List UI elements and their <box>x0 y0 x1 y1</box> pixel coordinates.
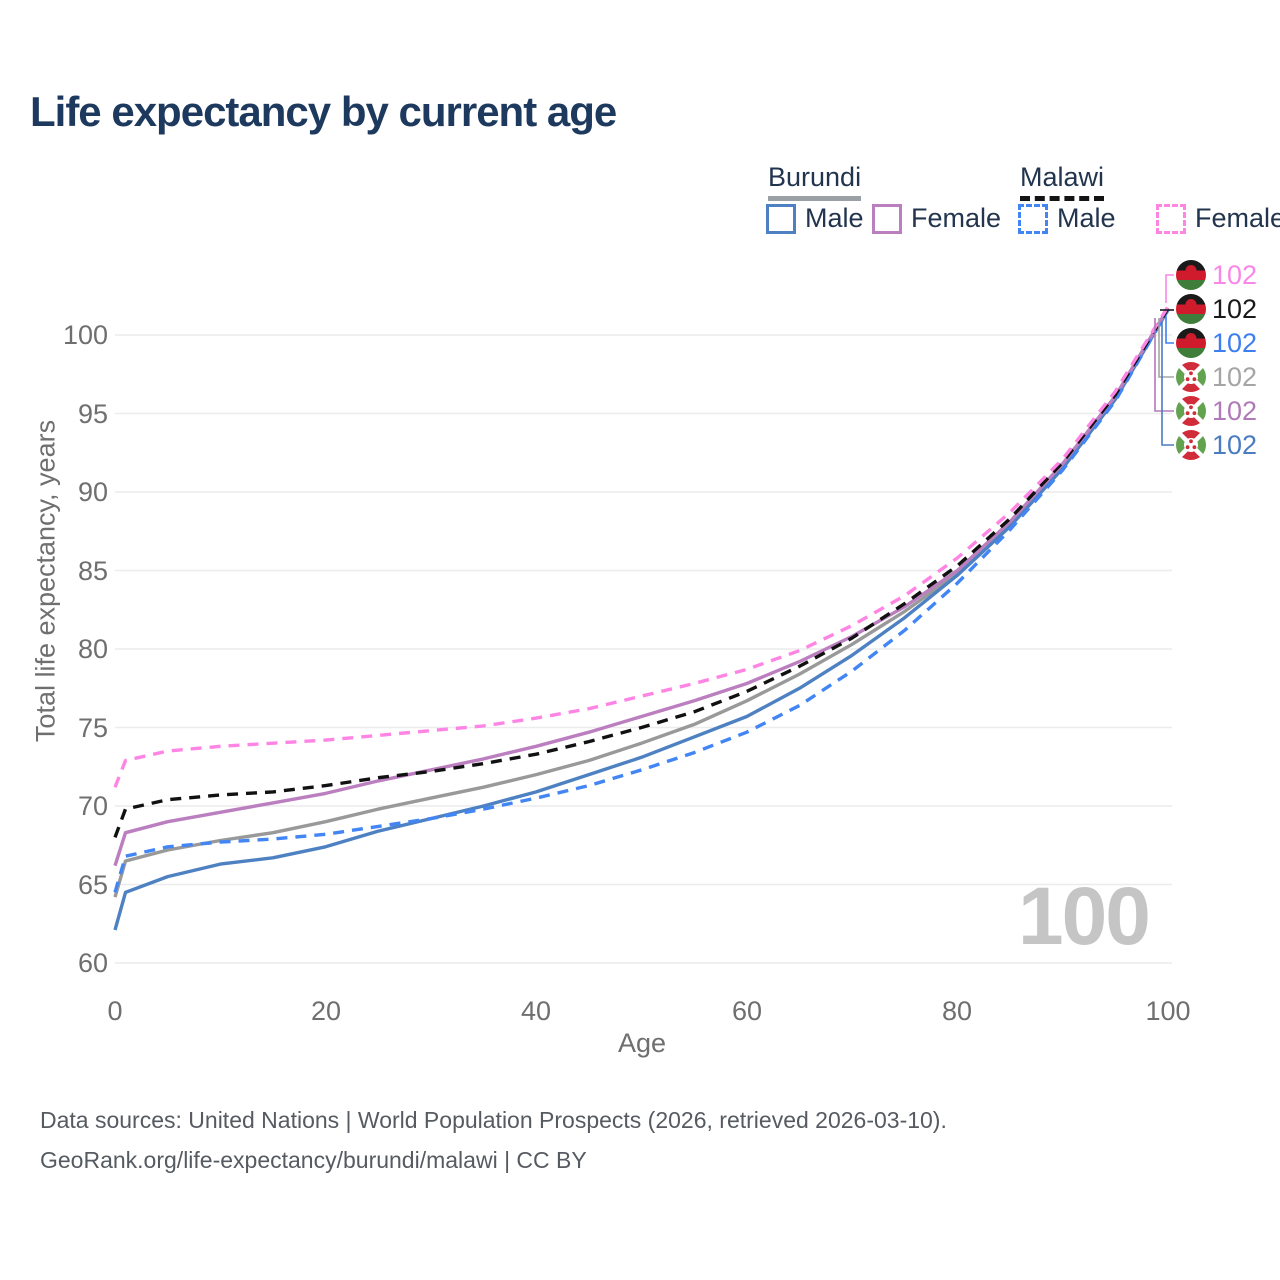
x-tick-label: 20 <box>310 996 342 1026</box>
legend-item-burundi-male[interactable]: Male <box>766 203 864 234</box>
footer: Data sources: United Nations | World Pop… <box>40 1100 947 1180</box>
legend-burundi-name: Burundi <box>768 162 862 192</box>
burundi-male-swatch <box>766 203 796 234</box>
end-label-connector <box>1165 316 1174 344</box>
end-label-row: 102 <box>1176 360 1257 394</box>
page-title: Life expectancy by current age <box>30 88 617 135</box>
legend-item-malawi-female[interactable]: Female <box>1156 203 1280 234</box>
end-label-connector <box>1158 318 1174 378</box>
malawi-flag <box>1176 260 1206 290</box>
end-label-connector <box>1154 318 1174 412</box>
attribution-line: GeoRank.org/life-expectancy/burundi/mala… <box>40 1147 587 1173</box>
legend-item-burundi-female[interactable]: Female <box>872 203 1001 234</box>
series-line-malawi-both <box>113 307 1170 838</box>
end-label-row: 102 <box>1176 326 1257 360</box>
series-line-malawi-female <box>113 305 1170 788</box>
end-value-label: 102 <box>1212 259 1258 290</box>
x-tick-label: 40 <box>520 996 552 1026</box>
legend-label: Male <box>805 203 864 233</box>
malawi-male-swatch <box>1018 203 1048 234</box>
end-label-row: 102 <box>1176 258 1257 292</box>
y-tick-label: 65 <box>77 870 108 900</box>
malawi-flag <box>1176 294 1206 324</box>
x-tick-label: 0 <box>107 996 123 1026</box>
data-sources-line: Data sources: United Nations | World Pop… <box>40 1107 947 1133</box>
current-age-watermark: 100 <box>1018 871 1151 962</box>
y-tick-label: 60 <box>77 948 108 978</box>
y-tick-label: 70 <box>77 791 108 821</box>
burundi-flag-icon <box>1176 396 1206 426</box>
end-label-row: 102 <box>1176 428 1257 462</box>
y-tick-label: 75 <box>77 713 108 743</box>
y-tick-label: 95 <box>77 399 108 429</box>
burundi-female-swatch <box>872 203 902 234</box>
y-tick-label: 100 <box>62 320 108 350</box>
series-line-burundi-both <box>113 309 1170 898</box>
x-tick-label: 60 <box>731 996 763 1026</box>
series-line-burundi-male <box>113 309 1170 931</box>
burundi-flag-icon <box>1176 362 1206 392</box>
legend-item-malawi-male[interactable]: Male <box>1018 203 1116 234</box>
y-tick-label: 80 <box>77 634 108 664</box>
malawi-female-swatch <box>1156 203 1186 234</box>
x-tick-label: 80 <box>941 996 973 1026</box>
end-label-row: 102 <box>1176 394 1257 428</box>
burundi-flag-icon <box>1176 430 1206 460</box>
end-value-label: 102 <box>1212 361 1258 392</box>
end-value-label: 102 <box>1212 429 1258 460</box>
burundi-flag <box>1176 430 1206 460</box>
malawi-flag-icon <box>1176 294 1206 324</box>
series-line-burundi-female <box>113 307 1170 867</box>
malawi-flag-icon <box>1176 328 1206 358</box>
end-label-connector <box>1165 274 1174 303</box>
legend-malawi-name: Malawi <box>1020 162 1105 192</box>
malawi-flag-icon <box>1176 260 1206 290</box>
end-label-connector <box>1161 321 1174 446</box>
legend-label: Female <box>1195 203 1280 233</box>
malawi-flag <box>1176 328 1206 358</box>
end-value-label: 102 <box>1212 395 1258 426</box>
series-line-malawi-male <box>113 309 1170 893</box>
x-axis-title: Age <box>617 1028 667 1058</box>
end-value-label: 102 <box>1212 327 1258 358</box>
burundi-flag <box>1176 396 1206 426</box>
end-label-row: 102 <box>1176 292 1257 326</box>
x-tick-label: 100 <box>1145 996 1191 1026</box>
y-axis-title: Total life expectancy, years <box>30 419 61 743</box>
legend-label: Male <box>1057 203 1116 233</box>
malawi-line-style-sample <box>1020 196 1105 201</box>
legend-group-malawi[interactable]: Malawi <box>1020 162 1105 201</box>
legend-group-burundi[interactable]: Burundi <box>768 162 862 201</box>
end-value-label: 102 <box>1212 293 1258 324</box>
y-tick-label: 85 <box>77 556 108 586</box>
y-tick-label: 90 <box>77 477 108 507</box>
legend-label: Female <box>911 203 1002 233</box>
burundi-line-style-sample <box>768 196 862 201</box>
burundi-flag <box>1176 362 1206 392</box>
